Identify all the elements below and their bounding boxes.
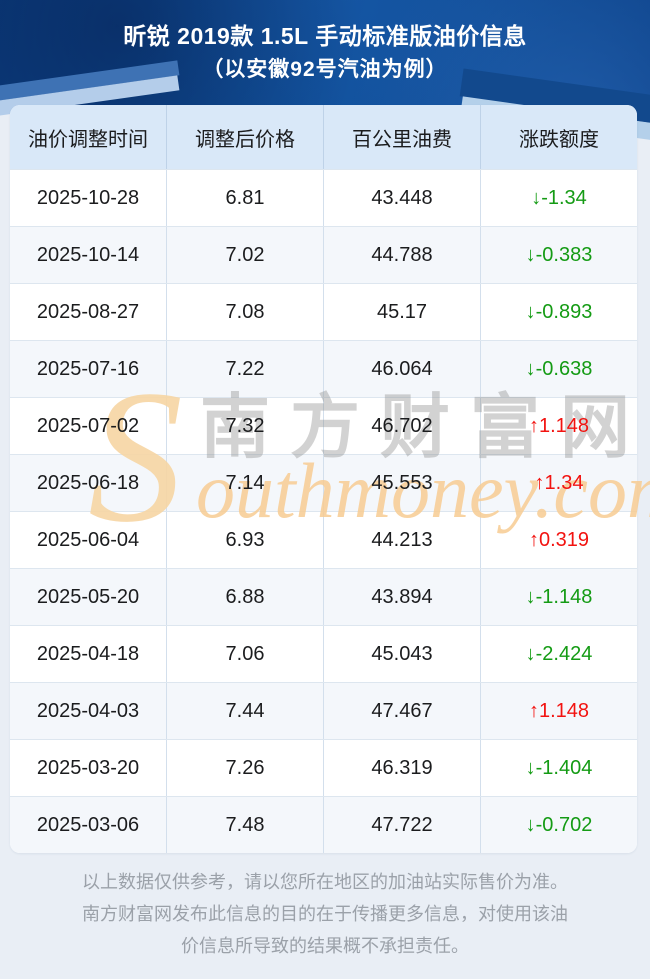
cell-adjusted-price: 7.48 <box>166 797 323 853</box>
cell-change-amount: ↑1.34 <box>480 455 637 511</box>
cell-change-amount: ↑0.319 <box>480 512 637 568</box>
cell-adjust-date: 2025-07-16 <box>36 357 140 380</box>
cell-change-amount: ↑1.148 <box>480 398 637 454</box>
column-header-cost: 百公里油费 <box>323 105 480 169</box>
table-body: 2025-10-28 6.81 43.448 ↓-1.34 2025-10-14… <box>10 169 637 853</box>
cell-adjust-date: 2025-08-27 <box>36 300 140 323</box>
cell-adjusted-price: 6.93 <box>166 512 323 568</box>
cell-adjusted-price: 7.22 <box>166 341 323 397</box>
cell-adjusted-price: 7.26 <box>166 740 323 796</box>
table-row: 2025-06-04 6.93 44.213 ↑0.319 <box>10 511 637 568</box>
cell-cost-per-100km: 46.702 <box>323 398 480 454</box>
cell-adjusted-price: 7.44 <box>166 683 323 739</box>
table-row: 2025-10-14 7.02 44.788 ↓-0.383 <box>10 226 637 283</box>
cell-cost-per-100km: 47.722 <box>323 797 480 853</box>
cell-adjust-date: 2025-06-18 <box>36 471 140 494</box>
column-header-price: 调整后价格 <box>166 105 323 169</box>
cell-cost-per-100km: 44.213 <box>323 512 480 568</box>
cell-change-amount: ↓-1.404 <box>480 740 637 796</box>
cell-adjust-date: 2025-10-14 <box>36 243 140 266</box>
cell-change-amount: ↓-0.638 <box>480 341 637 397</box>
table-row: 2025-06-18 7.14 45.553 ↑1.34 <box>10 454 637 511</box>
cell-adjusted-price: 7.08 <box>166 284 323 340</box>
table-header-row: 油价调整时间 调整后价格 百公里油费 涨跌额度 <box>10 105 637 169</box>
cell-adjusted-price: 6.88 <box>166 569 323 625</box>
page-title: 昕锐 2019款 1.5L 手动标准版油价信息 <box>123 23 527 49</box>
cell-cost-per-100km: 47.467 <box>323 683 480 739</box>
cell-adjust-date: 2025-03-06 <box>36 813 140 836</box>
cell-change-amount: ↓-0.702 <box>480 797 637 853</box>
cell-adjust-date: 2025-07-02 <box>36 414 140 437</box>
cell-change-amount: ↓-2.424 <box>480 626 637 682</box>
table-row: 2025-07-02 7.32 46.702 ↑1.148 <box>10 397 637 454</box>
oil-price-table: 油价调整时间 调整后价格 百公里油费 涨跌额度 2025-10-28 6.81 … <box>10 105 637 853</box>
cell-cost-per-100km: 43.448 <box>323 170 480 226</box>
table-row: 2025-08-27 7.08 45.17 ↓-0.893 <box>10 283 637 340</box>
cell-cost-per-100km: 45.553 <box>323 455 480 511</box>
cell-adjust-date: 2025-05-20 <box>36 585 140 608</box>
cell-change-amount: ↑1.148 <box>480 683 637 739</box>
cell-adjust-date: 2025-04-18 <box>36 642 140 665</box>
cell-cost-per-100km: 45.17 <box>323 284 480 340</box>
cell-cost-per-100km: 43.894 <box>323 569 480 625</box>
disclaimer-text: 以上数据仅供参考，请以您所在地区的加油站实际售价为准。南方财富网发布此信息的目的… <box>82 872 568 956</box>
cell-adjusted-price: 7.32 <box>166 398 323 454</box>
cell-cost-per-100km: 45.043 <box>323 626 480 682</box>
cell-cost-per-100km: 46.064 <box>323 341 480 397</box>
cell-adjust-date: 2025-03-20 <box>36 756 140 779</box>
cell-adjust-date: 2025-04-03 <box>36 699 140 722</box>
page-subtitle: （以安徽92号汽油为例） <box>202 58 448 81</box>
cell-adjusted-price: 6.81 <box>166 170 323 226</box>
hero-header: 昕锐 2019款 1.5L 手动标准版油价信息 （以安徽92号汽油为例） <box>0 0 650 105</box>
table-row: 2025-05-20 6.88 43.894 ↓-1.148 <box>10 568 637 625</box>
cell-adjusted-price: 7.02 <box>166 227 323 283</box>
cell-cost-per-100km: 46.319 <box>323 740 480 796</box>
cell-adjust-date: 2025-10-28 <box>36 186 140 209</box>
cell-adjusted-price: 7.14 <box>166 455 323 511</box>
table-row: 2025-10-28 6.81 43.448 ↓-1.34 <box>10 169 637 226</box>
cell-cost-per-100km: 44.788 <box>323 227 480 283</box>
cell-change-amount: ↓-0.893 <box>480 284 637 340</box>
column-header-change: 涨跌额度 <box>480 105 637 169</box>
table-row: 2025-03-06 7.48 47.722 ↓-0.702 <box>10 796 637 853</box>
cell-change-amount: ↓-1.34 <box>480 170 637 226</box>
column-header-date: 油价调整时间 <box>28 128 148 151</box>
cell-change-amount: ↓-1.148 <box>480 569 637 625</box>
cell-change-amount: ↓-0.383 <box>480 227 637 283</box>
cell-adjusted-price: 7.06 <box>166 626 323 682</box>
table-row: 2025-03-20 7.26 46.319 ↓-1.404 <box>10 739 637 796</box>
table-row: 2025-07-16 7.22 46.064 ↓-0.638 <box>10 340 637 397</box>
table-row: 2025-04-03 7.44 47.467 ↑1.148 <box>10 682 637 739</box>
cell-adjust-date: 2025-06-04 <box>36 528 140 551</box>
table-row: 2025-04-18 7.06 45.043 ↓-2.424 <box>10 625 637 682</box>
